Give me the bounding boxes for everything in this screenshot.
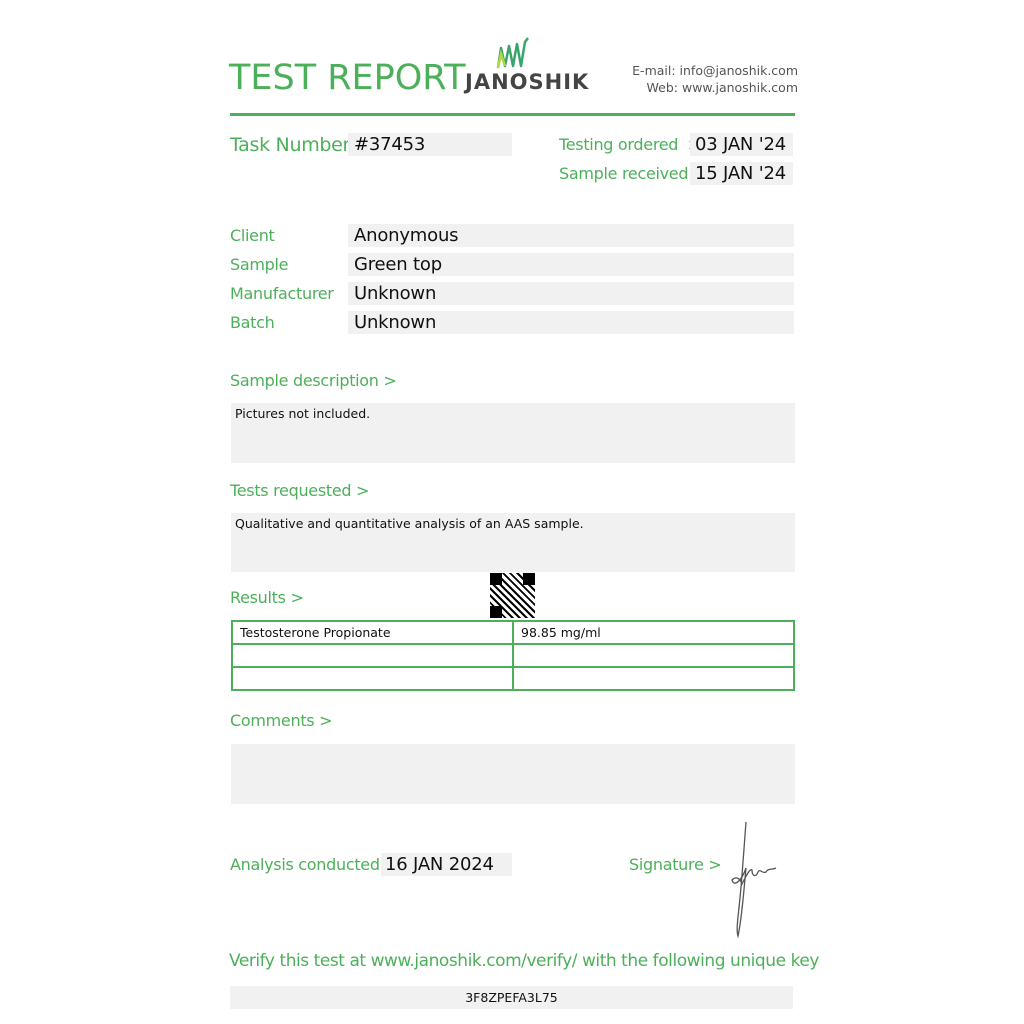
analysis-conducted-value: 16 JAN 2024 (385, 854, 494, 875)
logo-text: JANOSHIK (465, 70, 590, 94)
qr-code-icon (490, 573, 535, 618)
sample-description-text: Pictures not included. (235, 406, 371, 421)
batch-value: Unknown (354, 312, 437, 333)
sample-label: Sample (230, 255, 289, 274)
result-value: 98.85 mg/ml (512, 620, 795, 645)
analysis-conducted-label: Analysis conducted > (230, 855, 398, 874)
results-table: Testosterone Propionate 98.85 mg/ml (231, 620, 795, 691)
header-divider (230, 113, 795, 116)
client-value: Anonymous (354, 225, 459, 246)
sample-received-field (690, 162, 793, 185)
tests-requested-text: Qualitative and quantitative analysis of… (235, 516, 584, 531)
report-title: TEST REPORT (229, 58, 466, 98)
task-number-field (348, 133, 512, 156)
contact-web: Web: www.janoshik.com (646, 80, 798, 95)
result-substance (231, 643, 514, 668)
sample-received-value: 15 JAN '24 (695, 163, 786, 184)
result-value (512, 643, 795, 668)
signature-label: Signature > (629, 855, 722, 874)
signature-image (731, 821, 777, 939)
result-value (512, 666, 795, 691)
manufacturer-label: Manufacturer (230, 284, 334, 303)
table-row (231, 643, 795, 668)
contact-email: E-mail: info@janoshik.com (632, 63, 798, 78)
sample-received-label: Sample received > (559, 164, 707, 183)
manufacturer-value: Unknown (354, 283, 437, 304)
analysis-conducted-field (381, 853, 512, 876)
testing-ordered-field (690, 133, 793, 156)
task-number-label: Task Number (230, 134, 351, 156)
manufacturer-field (348, 282, 794, 305)
task-number-value: #37453 (354, 134, 426, 155)
client-field (348, 224, 794, 247)
batch-label: Batch (230, 313, 275, 332)
testing-ordered-label: Testing ordered > (559, 135, 701, 154)
result-substance (231, 666, 514, 691)
verify-instructions: Verify this test at www.janoshik.com/ver… (229, 951, 819, 971)
sample-description-box (231, 403, 795, 463)
result-substance: Testosterone Propionate (231, 620, 514, 645)
client-label: Client (230, 226, 275, 245)
table-row: Testosterone Propionate 98.85 mg/ml (231, 620, 795, 645)
batch-field (348, 311, 794, 334)
comments-box (231, 744, 795, 804)
sample-value: Green top (354, 254, 442, 275)
janoshik-logo: JANOSHIK (465, 36, 588, 98)
sample-description-label: Sample description > (230, 371, 397, 390)
table-row (231, 666, 795, 691)
sample-field (348, 253, 794, 276)
testing-ordered-value: 03 JAN '24 (695, 134, 786, 155)
tests-requested-label: Tests requested > (230, 481, 370, 500)
logo-mark-icon (496, 37, 529, 69)
tests-requested-box (231, 513, 795, 572)
comments-label: Comments > (230, 711, 333, 730)
verify-key-field (230, 986, 793, 1009)
results-label: Results > (230, 588, 304, 607)
verify-key-value: 3F8ZPEFA3L75 (465, 990, 558, 1005)
